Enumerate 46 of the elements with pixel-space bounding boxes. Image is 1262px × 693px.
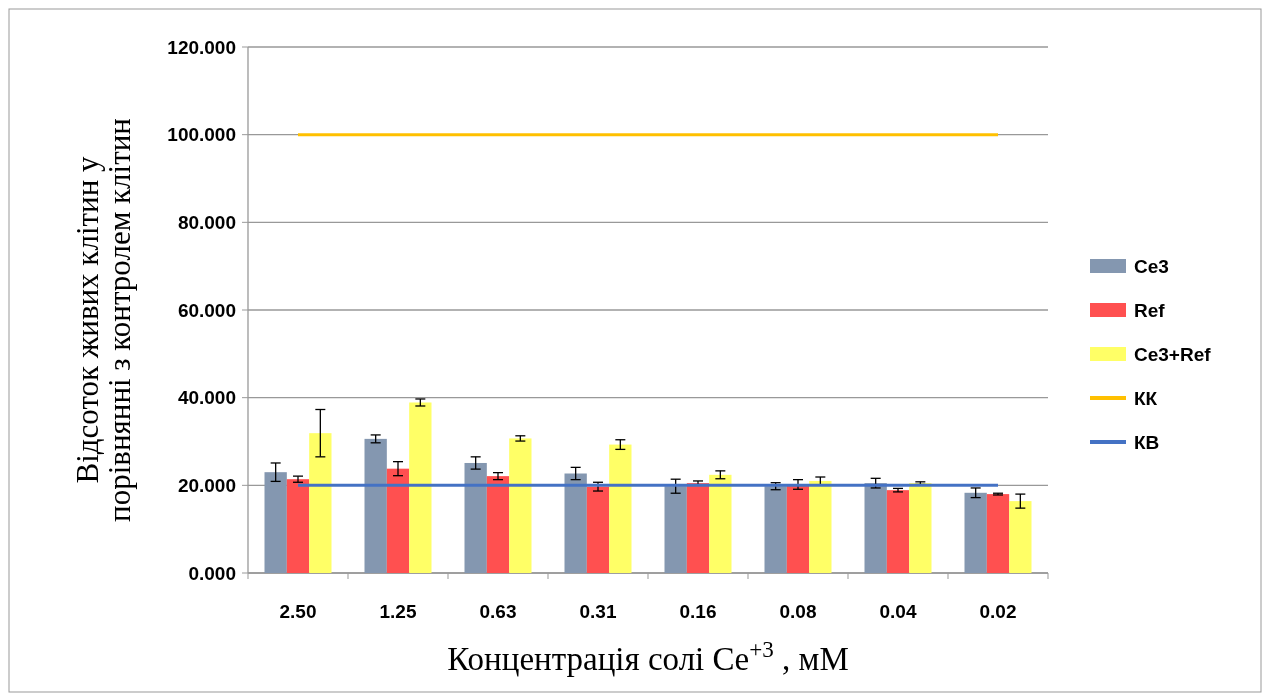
bar: [286, 479, 310, 573]
bar: [464, 462, 487, 573]
bar: [686, 483, 710, 573]
x-tick-label: 0.63: [479, 601, 517, 622]
bar: [964, 492, 987, 573]
bar: [564, 473, 587, 573]
x-tick-label: 0.31: [579, 601, 617, 622]
y-tick-label: 80.000: [177, 211, 236, 233]
bar: [1009, 501, 1032, 573]
bar: [864, 483, 887, 573]
y-axis-title: Відсоток живих клітин у порівнянні з контролем клітин: [70, 118, 137, 522]
y-tick-label: 0.000: [188, 562, 236, 584]
bar: [386, 468, 410, 573]
legend-label: Ref: [1134, 299, 1166, 321]
x-tick-label: 0.04: [879, 601, 917, 622]
bar: [986, 494, 1010, 573]
bar: [364, 438, 387, 573]
x-tick-label: 0.08: [779, 601, 817, 622]
x-tick-label: 0.16: [679, 601, 717, 622]
x-tick-label: 0.02: [979, 601, 1017, 622]
y-tick-label: 20.000: [177, 474, 236, 496]
x-tick-label: 2.50: [279, 601, 317, 622]
x-tick-label: 1.25: [379, 601, 417, 622]
bar: [786, 484, 810, 573]
bar: [586, 486, 610, 573]
bar: [664, 486, 687, 573]
legend-label: КК: [1134, 387, 1158, 409]
bar: [409, 402, 432, 573]
bar: [309, 433, 332, 573]
legend-label: Ce3+Ref: [1134, 343, 1212, 365]
y-tick-label: 100.000: [167, 124, 236, 146]
legend-label: Ce3: [1134, 255, 1169, 277]
bar: [909, 483, 932, 573]
bar: [509, 438, 532, 573]
bar: [264, 472, 287, 573]
y-tick-label: 60.000: [177, 299, 236, 321]
bar: [764, 486, 787, 573]
bar: [886, 490, 910, 573]
x-axis-title: Концентрація солі Ce$^{+3}$ , мМ: [447, 636, 849, 677]
bar: [609, 444, 632, 573]
y-tick-label: 120.000: [167, 36, 236, 58]
bar: [809, 480, 832, 573]
bar: [709, 474, 732, 573]
bar: [486, 476, 510, 573]
legend-label: КВ: [1134, 431, 1160, 453]
y-tick-label: 40.000: [177, 387, 236, 409]
